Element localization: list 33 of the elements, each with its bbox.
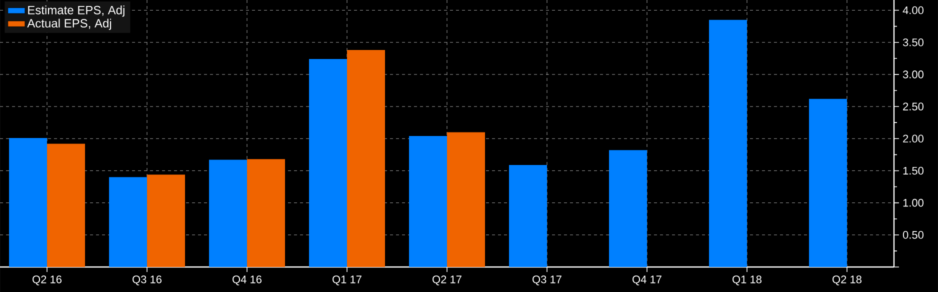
x-tick-label: Q4 16 (232, 276, 262, 286)
y-tick-label: 1.00 (903, 198, 924, 207)
bar (209, 160, 248, 267)
bar (409, 136, 448, 267)
x-tick-label: Q3 17 (532, 276, 562, 286)
legend-label: Estimate EPS, Adj (28, 6, 124, 17)
bar (347, 50, 386, 267)
bar (808, 98, 847, 267)
x-tick-label: Q1 18 (732, 276, 762, 286)
x-tick-label: Q1 17 (332, 276, 362, 286)
bar (708, 20, 747, 267)
bar (47, 144, 86, 267)
y-tick-label: 1.50 (903, 166, 924, 175)
y-tick-label: 3.00 (902, 70, 924, 78)
bar (447, 132, 486, 267)
x-tick-label: Q3 16 (132, 276, 162, 286)
bar (109, 177, 148, 267)
y-tick-label: 2.50 (903, 102, 924, 110)
bar (309, 59, 348, 267)
bar (247, 159, 286, 267)
bar (509, 164, 547, 267)
legend-label: Actual EPS, Adj (27, 18, 112, 30)
bar (147, 174, 186, 267)
x-tick-label: Q4 17 (632, 276, 662, 286)
y-tick-label: 2.00 (903, 134, 924, 143)
bar (9, 138, 48, 267)
x-tick-label: Q2 17 (432, 276, 462, 286)
bar (609, 150, 647, 267)
x-tick-label: Q2 18 (832, 276, 862, 286)
x-tick-label: Q2 16 (32, 276, 62, 286)
y-tick-label: 4.00 (902, 6, 924, 14)
y-tick-label: 3.50 (902, 38, 924, 46)
y-tick-label: 0.50 (902, 231, 924, 239)
